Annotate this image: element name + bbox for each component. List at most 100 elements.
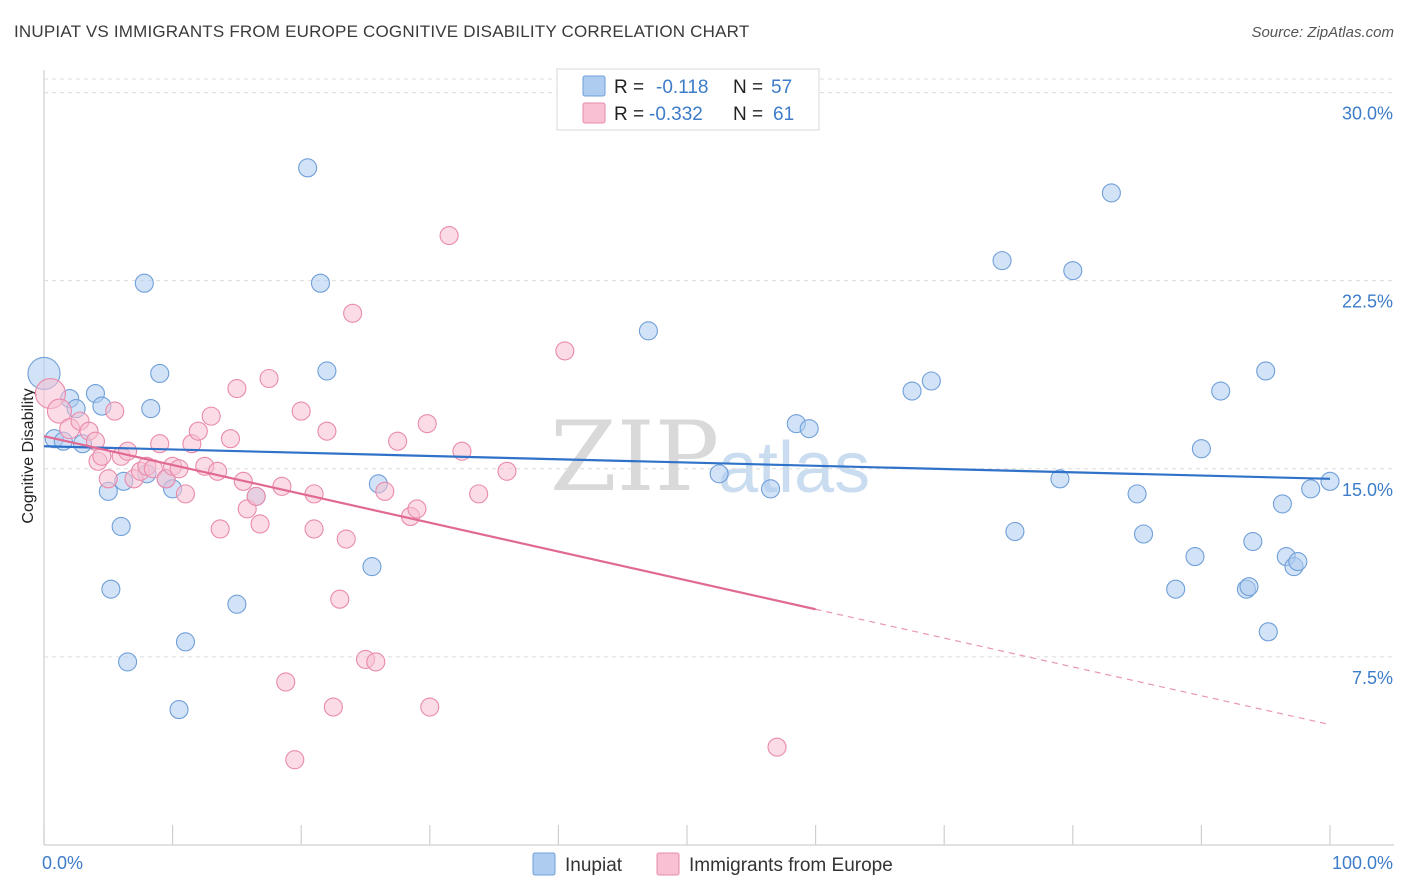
inupiat-point-56 xyxy=(1320,471,1340,491)
inupiat-point-40 xyxy=(1127,484,1147,504)
correlation-legend: R = -0.118 N = 57 R = -0.332 N = 61 xyxy=(556,68,820,131)
inupiat-point-49 xyxy=(1256,361,1276,381)
immigrants-point-20 xyxy=(175,484,196,504)
inupiat-point-44 xyxy=(1191,439,1211,459)
immigrants-point-55 xyxy=(469,484,489,504)
inupiat-point-34 xyxy=(921,371,941,391)
x-tick-label-1: 100.0% xyxy=(1332,853,1393,873)
inupiat-point-15 xyxy=(141,399,161,419)
immigrants-point-47 xyxy=(375,481,395,501)
axes xyxy=(43,70,1394,846)
inupiat-point-23 xyxy=(298,158,318,178)
immigrants-point-50 xyxy=(407,499,427,519)
immigrants-point-57 xyxy=(555,341,575,361)
legend-n-inupiat: 57 xyxy=(771,77,792,98)
inupiat-point-28 xyxy=(638,321,658,341)
inupiat-point-25 xyxy=(317,361,337,381)
inupiat-point-43 xyxy=(1185,547,1205,567)
inupiat-point-20 xyxy=(175,632,196,652)
immigrants-point-44 xyxy=(343,303,363,323)
series-legend: Inupiat Immigrants from Europe xyxy=(532,852,893,876)
inupiat-point-37 xyxy=(1050,469,1070,489)
immigrants-point-33 xyxy=(259,368,279,389)
immigrants-point-38 xyxy=(304,484,324,504)
inupiat-point-16 xyxy=(150,363,170,384)
immigrants-point-9 xyxy=(105,401,125,421)
immigrants-trend-line xyxy=(43,435,816,611)
immigrants-point-31 xyxy=(246,486,266,506)
inupiat-point-50 xyxy=(1258,622,1278,642)
chart-title: INUPIAT VS IMMIGRANTS FROM EUROPE COGNIT… xyxy=(14,22,750,41)
immigrants-point-1 xyxy=(46,398,72,424)
immigrants-point-41 xyxy=(323,697,343,717)
inupiat-point-54 xyxy=(1288,552,1308,572)
immigrants-point-28 xyxy=(227,378,247,399)
chart-source: Source: ZipAtlas.com xyxy=(1251,24,1394,41)
immigrants-point-46 xyxy=(366,652,386,672)
y-tick-labels: 7.5% 15.0% 22.5% 30.0% xyxy=(1342,104,1393,688)
trend-lines xyxy=(43,435,1331,726)
inupiat-point-45 xyxy=(1211,381,1231,401)
inupiat-trend-line xyxy=(43,445,1331,480)
y-tick-label-1: 15.0% xyxy=(1342,480,1393,500)
legend-n-label-immigrants: N = xyxy=(733,104,763,125)
inupiat-point-24 xyxy=(310,273,331,293)
inupiat-point-10 xyxy=(111,516,131,537)
inupiat-point-35 xyxy=(992,251,1012,271)
immigrants-point-58 xyxy=(767,737,787,757)
inupiat-point-47 xyxy=(1239,577,1259,597)
gridlines xyxy=(44,78,1394,658)
inupiat-point-29 xyxy=(709,464,729,484)
inupiat-point-19 xyxy=(169,700,189,720)
bottom-legend-inupiat: Inupiat xyxy=(565,855,623,876)
inupiat-point-13 xyxy=(134,273,154,293)
inupiat-point-51 xyxy=(1272,494,1292,514)
y-tick-label-0: 7.5% xyxy=(1352,668,1393,688)
immigrants-point-39 xyxy=(304,519,324,539)
immigrants-point-24 xyxy=(201,406,221,426)
immigrants-point-26 xyxy=(210,519,230,539)
bottom-legend-immigrants: Immigrants from Europe xyxy=(689,855,893,876)
x-tick-labels: 0.0% 100.0% xyxy=(42,853,1393,873)
legend-r-label-inupiat: R = xyxy=(614,77,644,98)
bottom-legend-swatch-inupiat xyxy=(532,852,556,876)
inupiat-point-33 xyxy=(902,381,922,401)
watermark-atlas: atlas xyxy=(718,428,870,508)
inupiat-point-38 xyxy=(1063,261,1083,281)
inupiat-point-36 xyxy=(1005,521,1025,542)
immigrants-point-35 xyxy=(276,672,296,692)
inupiat-point-39 xyxy=(1101,183,1121,203)
immigrants-point-56 xyxy=(497,461,517,481)
inupiat-point-26 xyxy=(362,557,382,577)
bottom-legend-swatch-immigrants xyxy=(656,852,680,876)
legend-r-inupiat: -0.118 xyxy=(656,77,708,98)
immigrants-point-32 xyxy=(250,514,270,534)
immigrants-point-27 xyxy=(220,429,241,449)
immigrants-point-8 xyxy=(98,469,118,489)
legend-n-label-inupiat: N = xyxy=(733,77,763,98)
watermark-zip: ZIP xyxy=(550,401,719,513)
immigrants-point-43 xyxy=(336,529,356,549)
immigrants-point-51 xyxy=(417,414,437,434)
y-tick-label-3: 30.0% xyxy=(1342,104,1393,124)
inupiat-point-32 xyxy=(799,419,819,439)
immigrants-point-22 xyxy=(188,421,208,441)
inupiat-point-42 xyxy=(1166,579,1186,599)
x-tick-label-0: 0.0% xyxy=(42,853,83,873)
inupiat-point-21 xyxy=(227,594,247,614)
immigrants-point-34 xyxy=(272,476,292,496)
y-tick-label-2: 22.5% xyxy=(1342,292,1393,312)
inupiat-point-55 xyxy=(1301,479,1321,499)
immigrants-trend-line-extension xyxy=(815,608,1331,726)
immigrants-point-53 xyxy=(439,225,459,246)
legend-n-immigrants: 61 xyxy=(773,104,794,125)
legend-r-label-immigrants: R = xyxy=(614,104,644,125)
y-axis-label: Cognitive Disability xyxy=(20,388,37,523)
x-ticks xyxy=(43,825,1331,845)
inupiat-point-48 xyxy=(1243,531,1263,552)
inupiat-point-9 xyxy=(101,579,121,599)
immigrants-point-11 xyxy=(118,441,138,461)
inupiat-point-41 xyxy=(1133,524,1154,544)
immigrants-point-36 xyxy=(285,750,305,770)
